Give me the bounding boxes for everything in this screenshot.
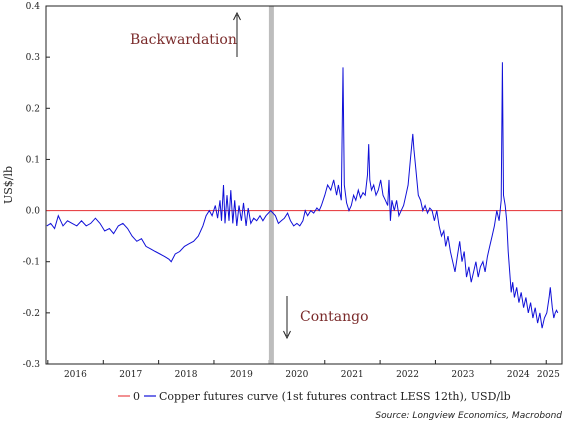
legend: 0 Copper futures curve (1st futures cont…	[118, 390, 511, 403]
y-tick-label: 0.4	[26, 2, 41, 12]
y-tick-label: -0.2	[23, 309, 40, 319]
source-note: Source: Longview Economics, Macrobond	[375, 411, 562, 421]
y-axis-label: US$/lb	[2, 166, 15, 204]
x-tick-label: 2024	[507, 370, 530, 380]
arrow-up-icon	[233, 11, 241, 57]
legend-label-copper-curve: Copper futures curve (1st futures contra…	[159, 390, 511, 403]
annotation-contango: Contango	[300, 309, 369, 325]
y-tick-label: -0.1	[23, 258, 40, 268]
annotation-backwardation: Backwardation	[130, 32, 237, 48]
plot-frame	[45, 5, 563, 365]
y-tick-label: 0.0	[26, 207, 41, 217]
y-tick-label: 0.2	[26, 104, 40, 114]
x-tick-label: 2020	[285, 370, 308, 380]
shaded-period-band	[268, 6, 274, 364]
y-tick-label: -0.3	[23, 360, 41, 370]
x-tick-label: 2017	[119, 370, 142, 380]
y-tick-label: 0.3	[26, 53, 41, 63]
y-tick-label: 0.1	[26, 155, 40, 165]
x-tick-label: 2022	[396, 370, 419, 380]
x-tick-label: 2021	[341, 370, 364, 380]
x-tick-label: 2018	[175, 370, 198, 380]
x-axis-ticks: 2016 2017 2018 2019 2020 2021 2022 2023 2024 2025	[47, 360, 560, 380]
x-tick-label: 2019	[230, 370, 253, 380]
x-tick-label: 2016	[64, 370, 87, 380]
arrow-down-icon	[283, 296, 291, 340]
x-tick-label: 2023	[451, 370, 474, 380]
series-line-copper-curve	[46, 62, 559, 329]
x-tick-label: 2025	[537, 370, 560, 380]
legend-label-zero-line: 0	[133, 390, 140, 403]
